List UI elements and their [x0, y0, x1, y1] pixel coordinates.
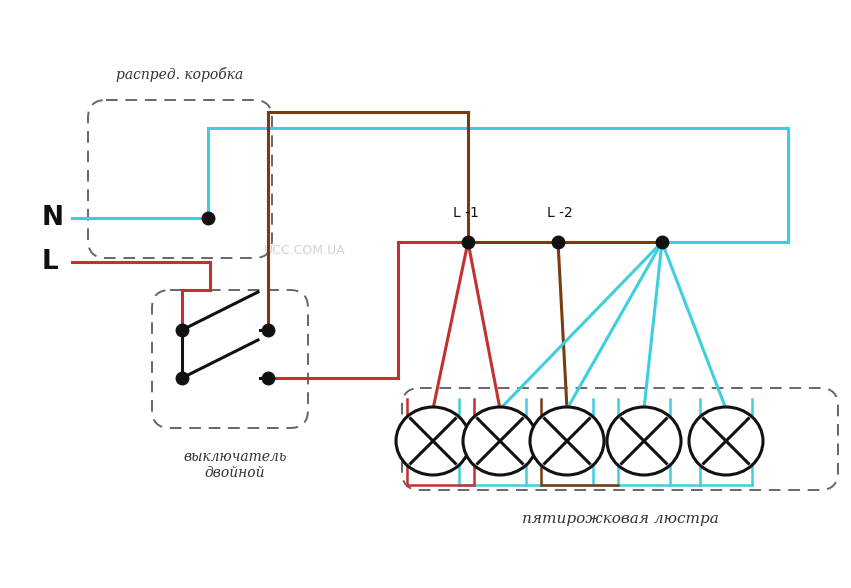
Text: двойной: двойной — [205, 466, 266, 480]
Ellipse shape — [463, 407, 537, 475]
Text: L -1: L -1 — [453, 206, 479, 220]
Ellipse shape — [689, 407, 763, 475]
Text: выключатель: выключатель — [183, 450, 287, 464]
Text: пятирожковая люстра: пятирожковая люстра — [522, 512, 718, 526]
Text: L -2: L -2 — [547, 206, 573, 220]
Text: распред. коробка: распред. коробка — [117, 67, 243, 82]
Text: L: L — [42, 249, 59, 275]
Ellipse shape — [607, 407, 681, 475]
Ellipse shape — [396, 407, 470, 475]
Ellipse shape — [530, 407, 604, 475]
Text: UCC.COM.UA: UCC.COM.UA — [264, 243, 346, 256]
Text: N: N — [42, 205, 64, 231]
